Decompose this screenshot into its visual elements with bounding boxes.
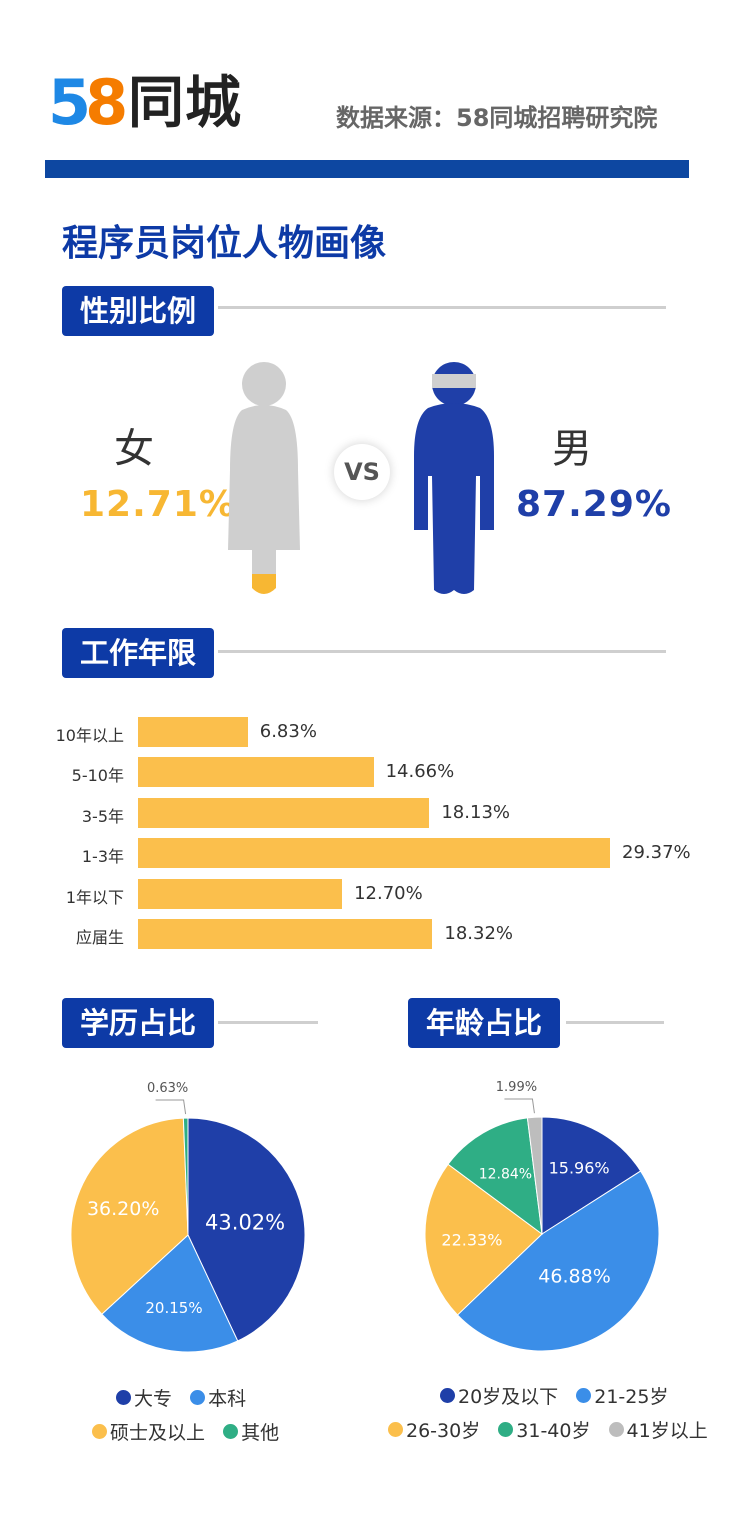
pie-slice xyxy=(541,1116,642,1235)
logo-text: 同城 xyxy=(128,71,242,136)
legend-swatch xyxy=(223,1424,239,1439)
section-line-age xyxy=(566,1021,664,1024)
experience-bar-chart: 10年以上 6.83% 5-10年 14.66% 3-5年 18.13% 1-3年 29.37… xyxy=(0,0,750,949)
logo-digit-5: 5 xyxy=(48,66,91,139)
bar-value-label: 14.66% xyxy=(385,761,455,783)
bar xyxy=(138,838,610,869)
bar-category-label: 1年以下 xyxy=(65,887,124,907)
legend-swatch xyxy=(190,1390,206,1405)
legend-label: 20岁及以下 xyxy=(458,1386,559,1408)
pie-value-label: 15.96% xyxy=(549,1158,610,1177)
legend-item-26-30: 26-30岁 xyxy=(388,1416,480,1443)
education-legend-row2: 硕士及以上 其他 xyxy=(92,1418,291,1445)
pie-value-label: 20.15% xyxy=(145,1299,202,1317)
bar-category-label: 3-5年 xyxy=(81,806,124,826)
female-figure-icon xyxy=(228,362,300,594)
legend-swatch xyxy=(608,1422,624,1437)
bar xyxy=(138,757,374,788)
bar-value-label: 18.13% xyxy=(441,801,510,823)
legend-swatch xyxy=(388,1422,403,1437)
bar-category-label: 1-3年 xyxy=(81,847,124,867)
legend-label: 硕士及以上 xyxy=(110,1422,206,1444)
section-line-gender xyxy=(218,306,666,309)
logo-digit-8: 8 xyxy=(85,66,128,139)
female-label: 女 xyxy=(114,426,154,472)
pie-slice xyxy=(447,1117,543,1236)
education-legend-row1: 大专 本科 xyxy=(116,1384,258,1411)
bar-value-label: 29.37% xyxy=(622,842,691,864)
pie-value-label: 0.63% xyxy=(147,1081,188,1096)
pie-slice xyxy=(526,1116,543,1235)
pie-slice xyxy=(101,1234,239,1353)
section-line-experience xyxy=(218,650,666,653)
legend-item-master: 硕士及以上 xyxy=(92,1418,205,1445)
legend-item-benke: 本科 xyxy=(190,1384,246,1411)
bar-category-label: 应届生 xyxy=(75,928,124,947)
page-title: 程序员岗位人物画像 xyxy=(62,223,387,264)
female-percentage: 12.71% xyxy=(80,484,236,525)
age-legend-row1: 20岁及以下 21-25岁 xyxy=(440,1382,680,1409)
legend-label: 26-30岁 xyxy=(406,1420,481,1442)
legend-label: 41岁以上 xyxy=(626,1420,708,1442)
bar xyxy=(138,717,248,747)
legend-item-dazhuan: 大专 xyxy=(116,1384,172,1411)
legend-item-20-below: 20岁及以下 xyxy=(440,1382,558,1409)
legend-label: 大专 xyxy=(134,1388,173,1410)
legend-swatch xyxy=(116,1390,131,1405)
legend-label: 其他 xyxy=(241,1422,280,1444)
bar xyxy=(138,878,343,909)
pie-value-label: 22.33% xyxy=(441,1230,502,1249)
section-tag-experience: 工作年限 xyxy=(62,628,215,678)
section-line-education xyxy=(218,1021,318,1024)
pie-leader-line xyxy=(504,1098,535,1114)
age-pie-chart: 15.96% 46.88% 22.33% 12.84% 1.99% xyxy=(424,1080,660,1352)
pie-value-label: 43.02% xyxy=(205,1210,285,1234)
data-source: 数据来源：58同城招聘研究院 xyxy=(336,104,658,132)
male-figure-icon xyxy=(414,362,494,594)
pie-value-label: 46.88% xyxy=(538,1265,610,1287)
pie-value-label: 36.20% xyxy=(87,1198,159,1220)
bar-category-label: 5-10年 xyxy=(71,766,124,786)
legend-swatch xyxy=(92,1424,107,1439)
pie-value-label: 1.99% xyxy=(496,1080,537,1095)
legend-swatch xyxy=(576,1388,592,1403)
pie-slice xyxy=(182,1117,189,1236)
male-percentage: 87.29% xyxy=(516,484,672,525)
header-divider-bar xyxy=(45,160,689,178)
legend-item-21-25: 21-25岁 xyxy=(576,1382,668,1409)
bar xyxy=(138,797,430,828)
pie-slice xyxy=(70,1117,189,1315)
brand-logo: 58 xyxy=(48,72,128,134)
section-tag-age: 年龄占比 xyxy=(408,998,561,1048)
pie-value-label: 12.84% xyxy=(479,1166,532,1182)
pie-slice xyxy=(456,1170,660,1352)
section-tag-education: 学历占比 xyxy=(62,998,215,1048)
legend-item-other: 其他 xyxy=(223,1418,279,1445)
pie-leader-line xyxy=(155,1099,187,1115)
vs-badge: VS xyxy=(334,444,390,500)
pie-slice xyxy=(187,1117,306,1342)
legend-item-41-above: 41岁以上 xyxy=(608,1416,708,1443)
legend-label: 21-25岁 xyxy=(594,1386,669,1408)
section-tag-gender: 性别比例 xyxy=(62,286,215,336)
legend-item-31-40: 31-40岁 xyxy=(498,1416,590,1443)
age-legend-row2: 26-30岁 31-40岁 41岁以上 xyxy=(388,1416,720,1443)
bar-value-label: 18.32% xyxy=(444,923,514,944)
bar-value-label: 6.83% xyxy=(259,721,317,742)
legend-label: 31-40岁 xyxy=(516,1420,591,1442)
pie-slice xyxy=(424,1163,543,1316)
education-pie-chart: 43.02% 20.15% 36.20% 0.63% xyxy=(70,1081,306,1353)
male-label: 男 xyxy=(552,426,592,472)
legend-label: 本科 xyxy=(208,1388,247,1410)
bar-category-label: 10年以上 xyxy=(55,726,124,745)
bar-value-label: 12.70% xyxy=(354,882,423,904)
bar xyxy=(138,919,433,949)
legend-swatch xyxy=(498,1422,514,1437)
legend-swatch xyxy=(440,1388,455,1403)
